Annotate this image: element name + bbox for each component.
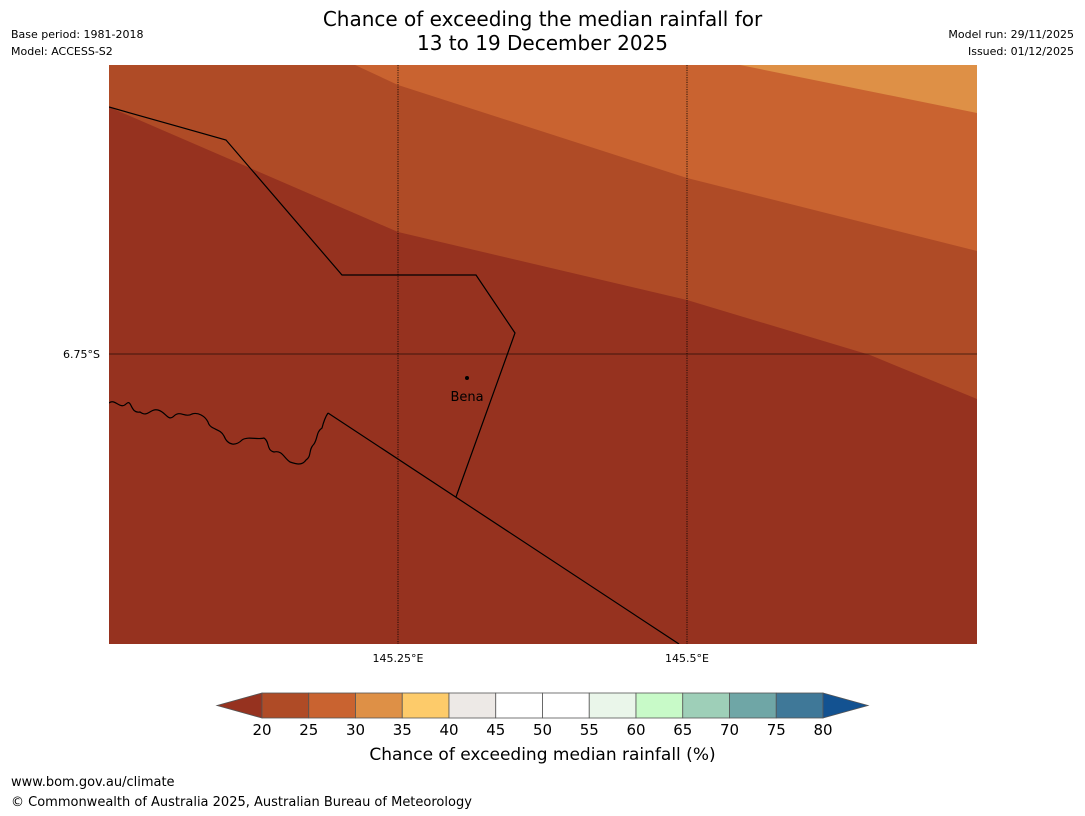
colorbar-label: Chance of exceeding median rainfall (%)	[369, 745, 716, 765]
colorbar-tick-label: 60	[626, 721, 645, 739]
bena-marker	[465, 376, 469, 380]
colorbar-segment	[261, 692, 310, 719]
title-line-1: Chance of exceeding the median rainfall …	[322, 7, 763, 31]
model-info: Base period: 1981-2018 Model: ACCESS-S2	[11, 26, 143, 60]
model-run: Model run: 29/11/2025	[948, 28, 1074, 41]
colorbar-segment	[401, 692, 450, 719]
colorbar: 20 25 30 35 40 45 50 55 60 65 70 75 80	[215, 692, 870, 739]
colorbar-tick-label: 30	[346, 721, 365, 739]
colorbar-segment	[448, 692, 497, 719]
colorbar-tick-label: 35	[393, 721, 412, 739]
colorbar-segment	[682, 692, 730, 719]
colorbar-tick-label: 45	[486, 721, 505, 739]
place-label-bena: Bena	[450, 390, 483, 405]
colorbar-tick-label: 40	[439, 721, 458, 739]
lon-label-2: 145.5°E	[665, 652, 709, 665]
province-boundary-south	[327, 412, 680, 644]
footer-url: www.bom.gov.au/climate	[11, 775, 175, 790]
run-info: Model run: 29/11/2025 Issued: 01/12/2025	[948, 26, 1074, 60]
colorbar-segment	[775, 692, 824, 719]
colorbar-segment	[588, 692, 637, 719]
colorbar-segment	[542, 692, 590, 719]
colorbar-segment	[729, 692, 777, 719]
colorbar-tick-label: 80	[813, 721, 832, 739]
colorbar-tick-label: 65	[673, 721, 692, 739]
issued-date: Issued: 01/12/2025	[967, 45, 1074, 58]
colorbar-tick-label: 20	[252, 721, 271, 739]
title-line-2: 13 to 19 December 2025	[416, 31, 668, 55]
colorbar-over-arrow	[822, 692, 870, 719]
colorbar-tick-label: 70	[720, 721, 739, 739]
base-period: Base period: 1981-2018	[11, 28, 144, 41]
colorbar-segment	[308, 692, 356, 719]
colorbar-under-arrow	[215, 692, 263, 719]
colorbar-tick-label: 75	[767, 721, 786, 739]
colorbar-segment	[495, 692, 543, 719]
colorbar-tick-label: 55	[580, 721, 599, 739]
map-title: Chance of exceeding the median rainfall …	[0, 7, 1085, 55]
colorbar-segment	[355, 692, 403, 719]
zone-35-40	[740, 65, 977, 113]
footer-copyright: © Commonwealth of Australia 2025, Austra…	[11, 795, 472, 810]
colorbar-tick-label: 25	[299, 721, 318, 739]
colorbar-tick-label: 50	[533, 721, 552, 739]
zone-30-35	[355, 65, 977, 251]
river-boundary	[109, 401, 329, 465]
colorbar-segment	[635, 692, 684, 719]
lat-label: 6.75°S	[63, 348, 100, 361]
model-name: Model: ACCESS-S2	[11, 45, 113, 58]
lon-label-1: 145.25°E	[373, 652, 424, 665]
province-boundary	[109, 106, 516, 498]
